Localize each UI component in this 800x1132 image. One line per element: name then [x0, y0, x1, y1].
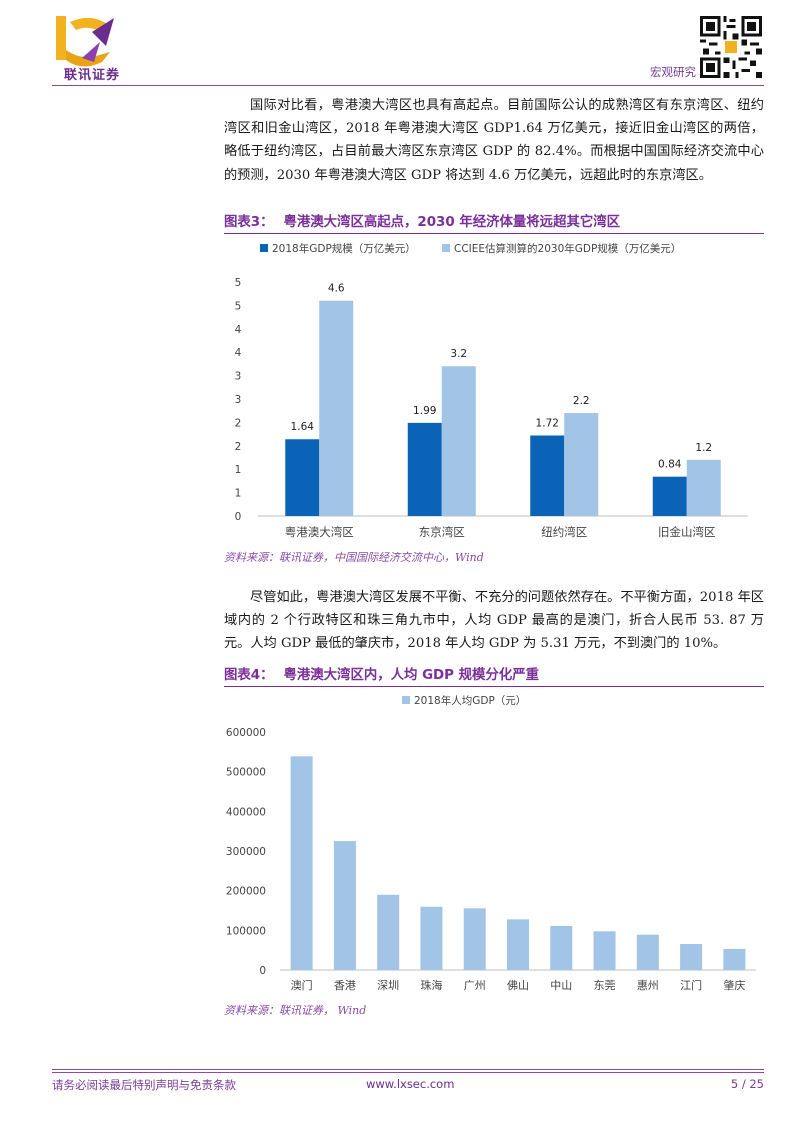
paragraph-bay-comparison: 国际对比看，粤港澳大湾区也具有高起点。目前国际公认的成熟湾区有东京湾区、纽约湾区… — [224, 98, 764, 183]
y-tick-label: 500000 — [226, 767, 266, 779]
y-tick-label: 200000 — [226, 886, 266, 898]
header-divider — [52, 85, 764, 86]
y-tick-label: 1 — [235, 464, 242, 476]
x-tick-label: 珠海 — [420, 978, 442, 992]
footer-divider-secondary — [52, 1072, 764, 1073]
figure-4-caption: 粤港澳大湾区内，人均 GDP 规模分化严重 — [283, 668, 540, 683]
x-tick-label: 东莞 — [594, 979, 616, 992]
x-tick-label: 深圳 — [377, 979, 399, 992]
paragraph-imbalance: 尽管如此，粤港澳大湾区发展不平衡、不充分的问题依然存在。不平衡方面，2018 年… — [224, 590, 764, 652]
data-label: 1.64 — [291, 421, 315, 433]
bar-1-0 — [319, 300, 354, 516]
x-tick-label: 广州 — [464, 979, 486, 992]
y-tick-label: 2 — [235, 417, 242, 429]
figure-3-caption: 粤港澳大湾区高起点，2030 年经济体量将远超其它湾区 — [283, 215, 621, 230]
bar-1 — [333, 841, 356, 970]
y-tick-label: 600000 — [226, 727, 266, 739]
gdp-per-capita-chart: 2018年人均GDP（元） 0 100000 200000 300000 400000 50… — [226, 694, 756, 992]
y-tick-label: 4 — [235, 347, 242, 359]
x-tick-label: 肇庆 — [723, 978, 745, 992]
y-tick-label: 400000 — [226, 806, 266, 818]
bar-6 — [550, 925, 573, 970]
legend-label-0: 2018年GDP规模（万亿美元） — [272, 242, 416, 255]
x-tick-label: 佛山 — [507, 979, 529, 992]
figure-4-number: 图表4： — [224, 668, 274, 683]
y-tick-label: 2 — [235, 441, 242, 453]
data-label: 1.99 — [413, 405, 436, 417]
data-label: 1.2 — [695, 442, 712, 454]
bar-10 — [723, 948, 746, 970]
bar-8 — [636, 934, 659, 970]
bar-9 — [680, 943, 703, 970]
bar-1-3 — [686, 459, 721, 516]
bar-0-3 — [652, 476, 687, 516]
y-tick-label: 3 — [235, 394, 242, 406]
legend-swatch-0 — [402, 696, 410, 704]
legend-swatch-1 — [442, 244, 450, 252]
y-tick-label: 100000 — [226, 925, 266, 937]
footer-url[interactable]: www.lxsec.com — [366, 1077, 455, 1091]
bar-0-1 — [407, 422, 442, 516]
footer-disclaimer: 请务必阅读最后特别声明与免责条款 — [52, 1078, 236, 1092]
footer-page-number: 5 / 25 — [730, 1077, 764, 1091]
y-tick-label: 1 — [235, 488, 242, 500]
x-tick-label: 旧金山湾区 — [658, 525, 716, 539]
y-tick-label: 3 — [235, 371, 242, 383]
figure-3-source: 资料来源：联讯证券，中国国际经济交流中心，Wind — [224, 551, 484, 564]
gdp-bay-chart: 2018年GDP规模（万亿美元） CCIEE估算测算的2030年GDP规模（万亿美… — [235, 242, 748, 539]
data-label: 0.84 — [658, 459, 682, 471]
figure-3-number: 图表3： — [224, 215, 274, 230]
logo-text: 联讯证券 — [63, 68, 120, 83]
data-label: 2.2 — [573, 395, 590, 407]
x-tick-label: 粤港澳大湾区 — [285, 525, 354, 539]
section-label: 宏观研究 — [650, 65, 696, 79]
x-tick-label: 江门 — [680, 978, 702, 992]
x-tick-label: 东京湾区 — [419, 525, 465, 539]
y-tick-label: 0 — [235, 511, 242, 523]
bar-0-0 — [285, 439, 320, 516]
figure-4-source: 资料来源：联讯证券， Wind — [224, 1004, 367, 1017]
x-tick-label: 中山 — [550, 979, 572, 992]
bar-1-2 — [564, 413, 599, 516]
figure-4-title: 图表4： 粤港澳大湾区内，人均 GDP 规模分化严重 — [224, 660, 764, 687]
data-label: 4.6 — [328, 283, 345, 295]
data-label: 3.2 — [450, 348, 467, 360]
bar-2 — [377, 894, 400, 970]
legend-label-0: 2018年人均GDP（元） — [414, 694, 526, 707]
x-tick-label: 香港 — [334, 979, 356, 992]
y-tick-label: 5 — [235, 300, 242, 312]
y-tick-label: 4 — [235, 324, 242, 336]
company-logo — [56, 16, 114, 67]
x-tick-label: 澳门 — [291, 978, 313, 992]
legend-label-1: CCIEE估算测算的2030年GDP规模（万亿美元） — [454, 242, 681, 255]
data-label: 1.72 — [536, 418, 559, 430]
bar-4 — [463, 908, 486, 970]
y-tick-label: 5 — [235, 277, 242, 289]
bar-5 — [507, 919, 529, 970]
bar-7 — [593, 931, 616, 970]
bar-0 — [290, 756, 313, 970]
figure-3-title: 图表3： 粤港澳大湾区高起点，2030 年经济体量将远超其它湾区 — [224, 207, 764, 234]
footer-divider — [52, 1069, 764, 1070]
y-tick-label: 0 — [259, 965, 266, 977]
y-tick-label: 300000 — [226, 846, 266, 858]
x-tick-label: 纽约湾区 — [541, 525, 587, 539]
x-tick-label: 惠州 — [637, 978, 659, 992]
bar-1-1 — [441, 366, 476, 516]
legend-swatch-0 — [260, 244, 268, 252]
bar-3 — [420, 906, 443, 970]
bar-0-2 — [530, 435, 565, 516]
qr-code — [700, 16, 762, 78]
